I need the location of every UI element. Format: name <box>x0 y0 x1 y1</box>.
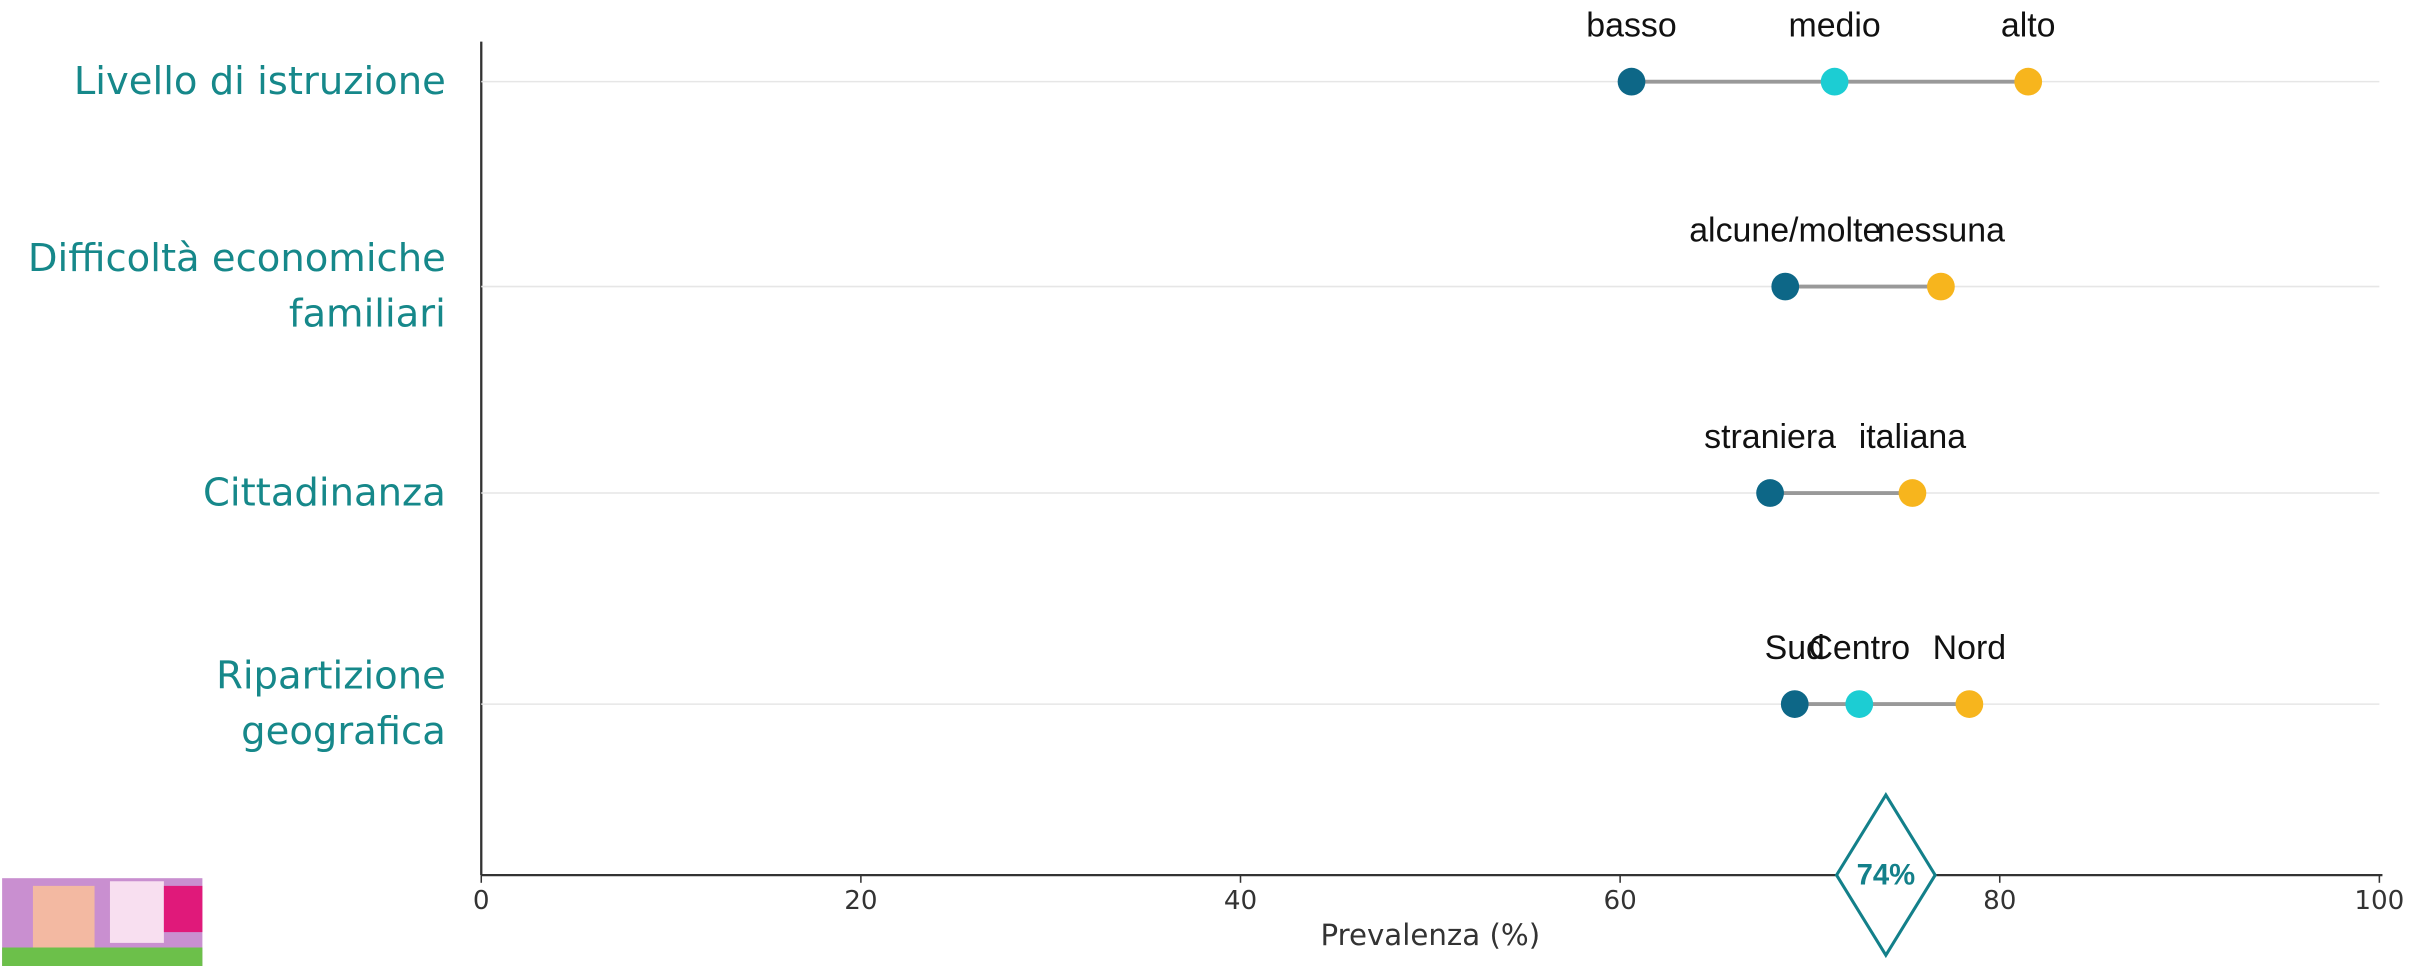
x-tick-label: 0 <box>473 886 490 916</box>
dot <box>1780 690 1809 718</box>
category-label-box: Ripartizione geografica <box>216 653 446 754</box>
point-label: basso <box>1586 7 1676 45</box>
x-tick-label: 40 <box>1224 886 1257 916</box>
category-label: Livello di istruzione <box>73 58 446 104</box>
point-label: Centro <box>1808 629 1910 667</box>
dot <box>1617 67 1646 96</box>
category-label: Cittadinanza <box>203 469 446 515</box>
dot <box>1927 272 1955 301</box>
category-label: Difficoltà economiche familiari <box>27 235 446 336</box>
x-axis-title: Prevalenza (%) <box>1320 918 1540 952</box>
point-label: alto <box>2001 7 2056 45</box>
x-tick-label: 60 <box>1603 886 1636 916</box>
dot <box>1898 479 1927 507</box>
category-label-box: Livello di istruzione <box>73 58 446 104</box>
dot <box>1820 67 1849 96</box>
x-tick-label: 100 <box>2354 886 2404 916</box>
x-tick-label: 20 <box>844 886 877 916</box>
dot <box>1756 479 1784 507</box>
reference-label: 74% <box>1857 859 1916 891</box>
point-label: alcune/molte <box>1689 212 1881 250</box>
point-label: italiana <box>1859 418 1967 456</box>
reference-marker <box>1834 792 1937 959</box>
x-tick-label: 80 <box>1983 886 2016 916</box>
dot <box>2014 67 2043 96</box>
point-label: Sud <box>1765 629 1825 667</box>
dot <box>1771 272 1800 301</box>
category-label-box: Difficoltà economiche familiari <box>27 235 446 336</box>
point-label: medio <box>1788 7 1880 45</box>
dot <box>1955 690 1984 718</box>
point-label: Nord <box>1933 629 2006 667</box>
point-label: straniera <box>1704 418 1836 456</box>
category-label: Ripartizione geografica <box>216 653 446 754</box>
category-label-box: Cittadinanza <box>203 469 446 515</box>
point-label: nessuna <box>1877 212 2005 250</box>
logo <box>2 878 203 966</box>
dot <box>1845 690 1874 718</box>
